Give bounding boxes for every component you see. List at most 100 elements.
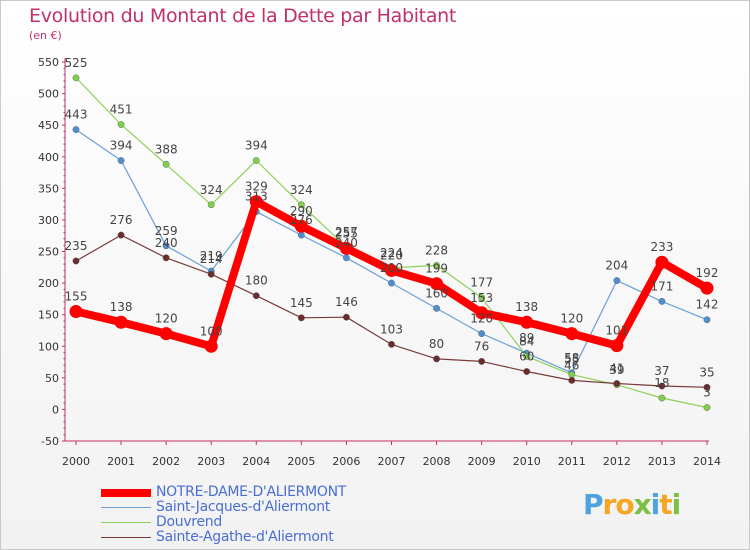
data-label: 84	[519, 334, 534, 348]
data-label: 451	[110, 103, 133, 117]
data-point	[475, 306, 489, 320]
x-tick-label: 2009	[468, 455, 496, 468]
proxiti-logo: Proxiti	[583, 488, 682, 521]
data-label: 58	[564, 351, 579, 365]
data-label: 219	[200, 249, 223, 263]
data-label: 276	[290, 213, 313, 227]
legend-swatch	[101, 537, 151, 538]
data-point	[430, 277, 444, 291]
logo-letter: i	[671, 488, 682, 521]
data-label: 39	[609, 363, 624, 377]
x-tick-label: 2008	[423, 455, 451, 468]
data-label: 388	[155, 142, 178, 156]
data-label: 443	[65, 108, 88, 122]
data-point	[249, 195, 263, 209]
data-label: 145	[290, 296, 313, 310]
data-point	[478, 330, 486, 338]
x-tick-label: 2004	[242, 455, 270, 468]
data-point	[117, 231, 125, 239]
data-point	[252, 292, 260, 300]
x-tick-label: 2014	[693, 455, 721, 468]
data-label: 313	[245, 190, 268, 204]
data-label: 177	[470, 276, 493, 290]
data-point	[117, 121, 125, 128]
data-label: 155	[65, 290, 88, 304]
x-tick-label: 2003	[197, 455, 225, 468]
data-point	[703, 383, 711, 391]
data-point	[478, 358, 486, 365]
data-label: 76	[474, 339, 489, 353]
data-point	[72, 257, 80, 265]
legend-swatch	[101, 522, 151, 523]
data-point	[478, 294, 486, 302]
y-tick-label: 550	[38, 56, 59, 69]
legend-item: Saint-Jacques-d'Aliermont	[101, 499, 421, 515]
data-point	[613, 380, 621, 387]
data-point	[523, 368, 531, 375]
x-tick-label: 2011	[558, 455, 586, 468]
chart-legend: NOTRE-DAME-D'ALIERMONT Saint-Jacques-d'Al…	[101, 484, 421, 545]
legend-label: NOTRE-DAME-D'ALIERMONT	[156, 484, 346, 500]
y-tick-label: 50	[45, 372, 59, 385]
y-tick-label: 300	[38, 214, 59, 227]
y-tick-label: 250	[38, 246, 59, 259]
y-tick-label: 150	[38, 309, 59, 322]
chart-title: Evolution du Montant de la Dette par Hab…	[29, 5, 457, 27]
data-label: 3	[703, 386, 711, 400]
x-tick-label: 2001	[107, 455, 135, 468]
data-point	[294, 219, 308, 233]
data-label: 224	[380, 246, 403, 260]
x-tick-label: 2000	[62, 455, 90, 468]
data-point	[162, 254, 170, 262]
data-label: 240	[155, 236, 178, 250]
data-point	[565, 327, 579, 341]
data-point	[207, 270, 215, 278]
x-tick-label: 2010	[513, 455, 541, 468]
y-tick-label: 500	[38, 88, 59, 101]
data-label: 200	[380, 261, 403, 275]
data-label: 228	[425, 243, 448, 257]
data-point	[385, 263, 398, 277]
data-label: 290	[290, 204, 313, 218]
y-tick-label: 0	[52, 403, 59, 416]
data-point	[658, 382, 666, 390]
logo-letter: x	[633, 488, 652, 521]
data-label: 80	[429, 337, 444, 351]
x-tick-label: 2007	[378, 455, 406, 468]
data-point	[523, 352, 531, 360]
data-label: 120	[155, 312, 178, 326]
data-point	[433, 261, 440, 269]
data-label: 394	[245, 139, 268, 153]
data-label: 55	[564, 353, 579, 367]
x-tick-label: 2013	[648, 455, 676, 468]
data-point	[520, 315, 534, 329]
data-label: 46	[564, 358, 579, 372]
data-point	[207, 201, 215, 209]
data-label: 160	[425, 286, 448, 300]
legend-item: NOTRE-DAME-D'ALIERMONT	[101, 484, 421, 500]
data-point	[117, 157, 125, 164]
data-label: 276	[110, 213, 133, 227]
data-label: 103	[380, 322, 403, 336]
y-tick-label: 100	[38, 340, 59, 353]
data-label: 146	[335, 295, 358, 309]
legend-label: Saint-Jacques-d'Aliermont	[156, 499, 330, 515]
data-label: 214	[200, 252, 223, 266]
data-label: 233	[650, 240, 673, 254]
data-point	[297, 314, 305, 322]
data-point	[72, 74, 80, 82]
data-point	[297, 231, 305, 239]
data-point	[658, 394, 666, 402]
data-label: 324	[200, 183, 223, 197]
data-label: 142	[696, 298, 719, 312]
data-point	[162, 160, 170, 168]
data-point	[204, 339, 218, 353]
x-tick-label: 2002	[152, 455, 180, 468]
legend-label: Douvrend	[156, 514, 222, 530]
data-point	[159, 327, 173, 341]
data-point	[388, 340, 395, 348]
logo-letter: o	[615, 488, 634, 521]
data-point	[69, 305, 83, 319]
legend-label: Sainte-Agathe-d'Aliermont	[156, 529, 334, 545]
